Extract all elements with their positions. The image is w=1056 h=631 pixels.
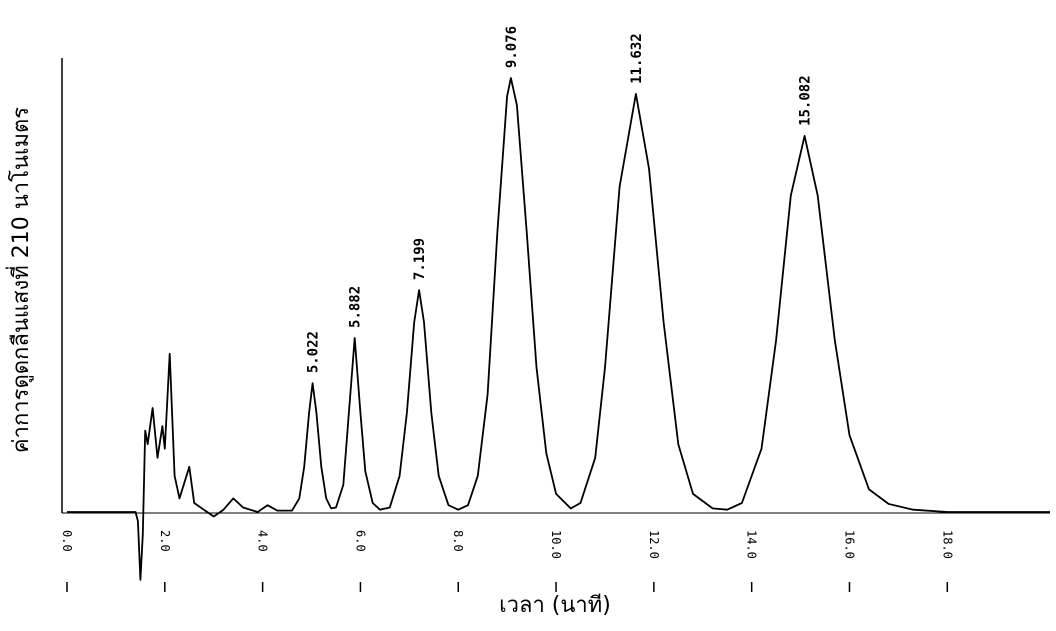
x-axis-title: เวลา (นาที): [499, 593, 611, 618]
x-tick-label: 18.0: [940, 530, 954, 559]
x-tick-label: 4.0: [256, 530, 270, 552]
x-tick-label: 10.0: [549, 530, 563, 559]
x-tick-label: 6.0: [353, 530, 367, 552]
y-axis-title: ค่าการดูดกลืนแสงที่ 210 นาโนเมตร: [5, 107, 34, 453]
x-tick-label: 8.0: [451, 530, 465, 552]
peak-label: 15.082: [798, 75, 814, 126]
peak-label: 5.882: [348, 286, 364, 328]
trace: [67, 77, 1050, 581]
peak-label: 7.199: [412, 238, 428, 280]
x-tick-label: 0.0: [60, 530, 74, 552]
peak-label: 9.076: [504, 26, 520, 68]
x-tick-label: 16.0: [842, 530, 856, 559]
x-tick-label: 2.0: [158, 530, 172, 552]
peak-label: 11.632: [629, 33, 645, 84]
x-tick-label: 12.0: [647, 530, 661, 559]
peak-label: 5.022: [306, 331, 322, 373]
x-tick-label: 14.0: [745, 530, 759, 559]
